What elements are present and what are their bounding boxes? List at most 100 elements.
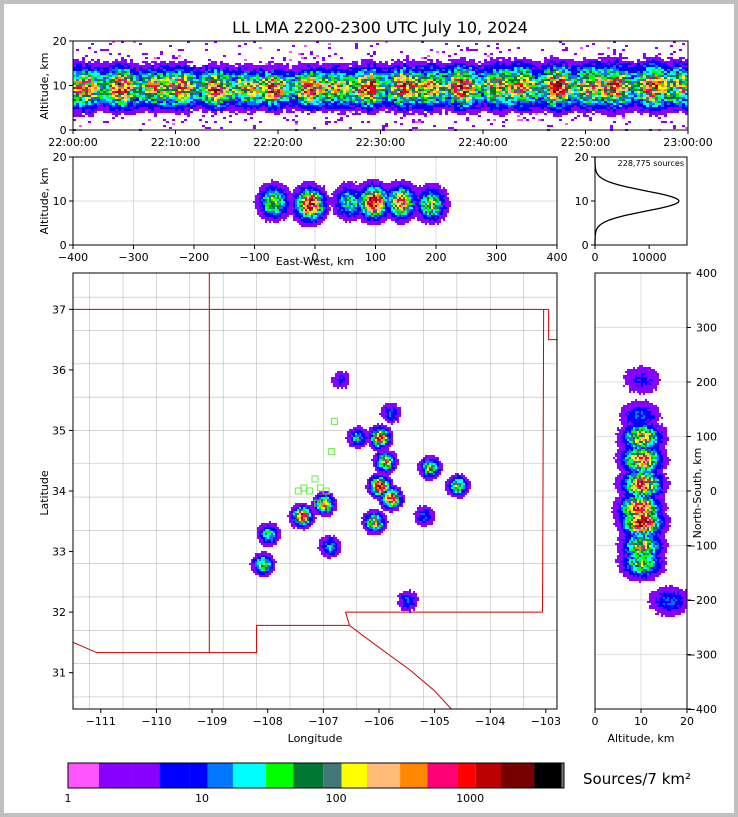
density-cell: [559, 41, 562, 43]
density-cell: [583, 97, 586, 99]
density-cell: [184, 73, 187, 75]
density-cell: [409, 65, 412, 67]
density-cell: [178, 73, 181, 75]
density-cell: [616, 111, 619, 113]
density-cell: [223, 77, 226, 79]
density-cell: [124, 99, 127, 101]
density-cell: [523, 93, 526, 95]
density-cell: [337, 99, 340, 101]
density-cell: [127, 93, 130, 95]
density-cell: [430, 103, 433, 105]
density-cell: [94, 67, 97, 69]
density-cell: [607, 109, 610, 111]
density-cell: [577, 75, 580, 77]
density-cell: [127, 83, 130, 85]
density-cell: [127, 99, 130, 101]
density-cell: [604, 73, 607, 75]
density-cell: [85, 103, 88, 105]
density-cell: [538, 103, 541, 105]
density-cell: [481, 75, 484, 77]
density-cell: [139, 69, 142, 71]
density-cell: [169, 85, 172, 87]
density-cell: [556, 69, 559, 71]
density-cell: [253, 95, 256, 97]
density-cell: [232, 107, 235, 109]
density-cell: [475, 49, 478, 51]
density-cell: [172, 123, 175, 125]
density-cell: [568, 67, 571, 69]
density-cell: [505, 75, 508, 77]
density-cell: [607, 105, 610, 107]
density-cell: [454, 103, 457, 105]
density-cell: [139, 75, 142, 77]
density-cell: [553, 109, 556, 111]
density-cell: [346, 65, 349, 67]
density-cell: [448, 65, 451, 67]
density-cell: [607, 77, 610, 79]
density-cell: [571, 65, 574, 67]
density-cell: [238, 101, 241, 103]
density-cell: [565, 89, 568, 91]
density-cell: [73, 107, 76, 109]
density-cell: [529, 73, 532, 75]
density-cell: [436, 79, 439, 81]
density-cell: [289, 79, 292, 81]
density-cell: [613, 75, 616, 77]
density-cell: [118, 95, 121, 97]
density-cell: [289, 51, 292, 53]
density-cell: [253, 85, 256, 87]
density-cell: [145, 103, 148, 105]
density-cell: [610, 77, 613, 79]
density-cell: [541, 93, 544, 95]
density-cell: [499, 113, 502, 115]
density-cell: [403, 71, 406, 73]
density-cell: [460, 111, 463, 113]
density-cell: [292, 95, 295, 97]
density-cell: [487, 99, 490, 101]
density-cell: [514, 87, 517, 89]
density-cell: [361, 89, 364, 91]
density-cell: [496, 69, 499, 71]
density-cell: [232, 109, 235, 111]
density-cell: [415, 69, 418, 71]
density-cell: [568, 91, 571, 93]
density-cell: [268, 87, 271, 89]
density-cell: [406, 71, 409, 73]
density-cell: [322, 101, 325, 103]
density-cell: [127, 81, 130, 83]
density-cell: [328, 83, 331, 85]
density-cell: [100, 79, 103, 81]
density-cell: [433, 95, 436, 97]
density-cell: [229, 115, 232, 117]
density-cell: [136, 91, 139, 93]
density-cell: [229, 111, 232, 113]
density-cell: [139, 107, 142, 109]
density-cell: [82, 93, 85, 95]
density-cell: [508, 59, 511, 61]
density-cell: [340, 73, 343, 75]
density-cell: [550, 85, 553, 87]
density-cell: [370, 55, 373, 57]
density-cell: [541, 49, 544, 51]
density-cell: [583, 63, 586, 65]
density-cell: [358, 91, 361, 93]
density-cell: [118, 79, 121, 81]
density-cell: [463, 89, 466, 91]
density-cell: [478, 71, 481, 73]
density-cell: [379, 105, 382, 107]
density-cell: [154, 95, 157, 97]
density-cell: [406, 67, 409, 69]
density-cell: [259, 85, 262, 87]
density-cell: [256, 103, 259, 105]
density-cell: [232, 89, 235, 91]
density-cell: [259, 83, 262, 85]
density-cell: [595, 71, 598, 73]
density-cell: [352, 95, 355, 97]
density-cell: [487, 87, 490, 89]
density-cell: [430, 73, 433, 75]
density-cell: [76, 91, 79, 93]
density-cell: [109, 97, 112, 99]
density-cell: [316, 89, 319, 91]
density-cell: [277, 83, 280, 85]
density-cell: [286, 73, 289, 75]
